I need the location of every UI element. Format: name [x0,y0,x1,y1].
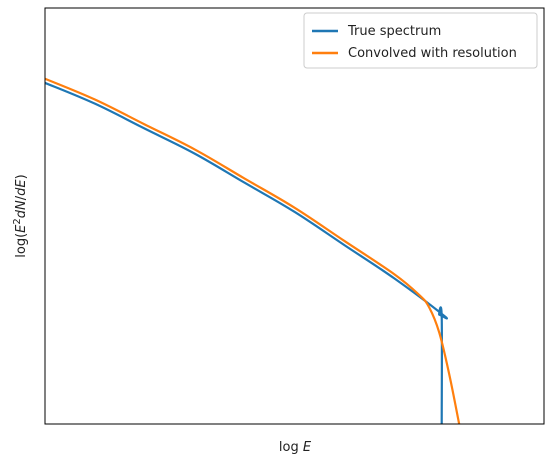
x-axis-label-part-log: log [279,440,303,455]
legend-label-true-spectrum: True spectrum [347,24,441,39]
y-axis-label: log(E2dN/dE) [12,174,30,257]
legend-box [303,12,538,69]
series-line-1 [45,77,461,424]
x-axis-label: log E [279,440,312,455]
legend-label-convolved: Convolved with resolution [348,46,517,61]
plot-frame [44,7,545,425]
x-axis-label-part-e: E [303,440,312,455]
series-line-0 [45,81,448,424]
legend: True spectrum Convolved with resolution [303,12,538,69]
